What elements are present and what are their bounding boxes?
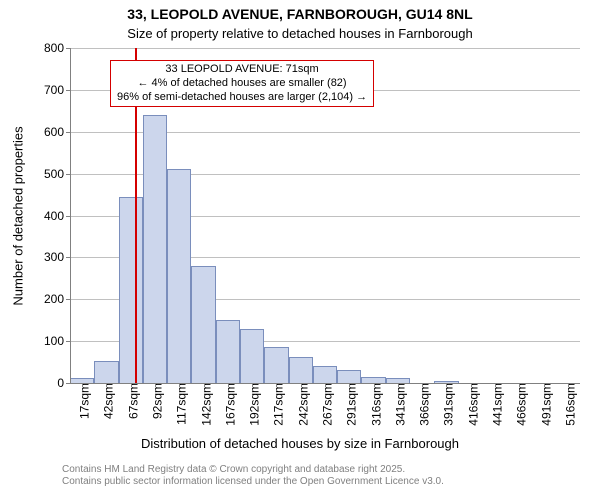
x-tick-label: 242sqm bbox=[294, 383, 310, 426]
histogram-bar bbox=[264, 347, 288, 383]
x-tick-label: 441sqm bbox=[489, 383, 505, 426]
x-tick-label: 341sqm bbox=[391, 383, 407, 426]
x-tick-label: 267sqm bbox=[319, 383, 335, 426]
y-axis-label: Number of detached properties bbox=[11, 126, 26, 305]
x-tick-label: 92sqm bbox=[149, 383, 165, 419]
annotation-line: 96% of semi-detached houses are larger (… bbox=[117, 91, 367, 105]
histogram-bar bbox=[216, 320, 240, 383]
chart-container: 33, LEOPOLD AVENUE, FARNBOROUGH, GU14 8N… bbox=[0, 0, 600, 500]
histogram-bar bbox=[167, 169, 191, 383]
x-tick-label: 117sqm bbox=[173, 383, 189, 425]
x-tick-label: 491sqm bbox=[537, 383, 553, 426]
x-tick-label: 291sqm bbox=[343, 383, 359, 426]
gridline bbox=[70, 48, 580, 49]
x-tick-label: 42sqm bbox=[100, 383, 116, 419]
x-tick-label: 17sqm bbox=[76, 383, 92, 419]
x-tick-label: 192sqm bbox=[246, 383, 262, 426]
histogram-bar bbox=[337, 370, 361, 383]
plot-area: 010020030040050060070080017sqm42sqm67sqm… bbox=[70, 48, 580, 383]
x-tick-label: 316sqm bbox=[367, 383, 383, 426]
x-tick-label: 391sqm bbox=[440, 383, 456, 426]
x-tick-label: 217sqm bbox=[270, 383, 286, 426]
annotation-line: ← 4% of detached houses are smaller (82) bbox=[117, 77, 367, 91]
x-tick-label: 466sqm bbox=[513, 383, 529, 426]
histogram-bar bbox=[240, 329, 264, 383]
histogram-bar bbox=[191, 266, 215, 383]
copyright-text: Contains HM Land Registry data © Crown c… bbox=[62, 464, 444, 488]
annotation-box: 33 LEOPOLD AVENUE: 71sqm← 4% of detached… bbox=[110, 60, 374, 107]
histogram-bar bbox=[289, 357, 313, 383]
x-tick-label: 416sqm bbox=[464, 383, 480, 426]
x-tick-label: 142sqm bbox=[197, 383, 213, 426]
x-axis-label: Distribution of detached houses by size … bbox=[0, 436, 600, 451]
y-axis-line bbox=[70, 48, 71, 383]
chart-subtitle: Size of property relative to detached ho… bbox=[0, 26, 600, 41]
copyright-line-2: Contains public sector information licen… bbox=[62, 476, 444, 488]
histogram-bar bbox=[143, 115, 167, 383]
x-axis-line bbox=[70, 383, 580, 384]
x-tick-label: 67sqm bbox=[124, 383, 140, 419]
chart-title: 33, LEOPOLD AVENUE, FARNBOROUGH, GU14 8N… bbox=[0, 6, 600, 22]
copyright-line-1: Contains HM Land Registry data © Crown c… bbox=[62, 464, 444, 476]
histogram-bar bbox=[94, 361, 118, 383]
x-tick-label: 366sqm bbox=[416, 383, 432, 426]
histogram-bar bbox=[119, 197, 143, 383]
annotation-line: 33 LEOPOLD AVENUE: 71sqm bbox=[117, 63, 367, 77]
x-tick-label: 516sqm bbox=[561, 383, 577, 426]
x-tick-label: 167sqm bbox=[221, 383, 237, 426]
histogram-bar bbox=[313, 366, 337, 383]
